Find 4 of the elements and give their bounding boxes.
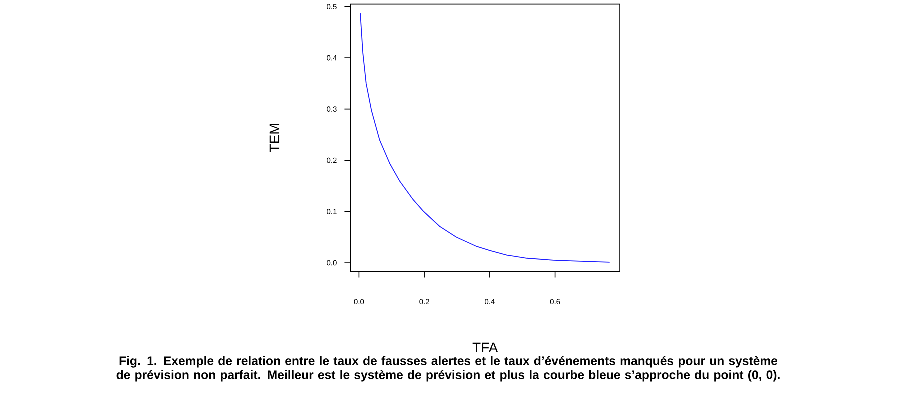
caption: Fig. 1. Exemple de relation entre le taux de fausses alertes et le taux d’événements manqués pour un système de prévision non parfait. Meilleur est le système de prévision et plus la courbe bleue s’approche du point (0, 0).: [116, 356, 780, 382]
x-axis-title: TFA: [472, 342, 498, 353]
line-series: [360, 13, 610, 263]
y-axis-title: TEM: [270, 124, 280, 152]
